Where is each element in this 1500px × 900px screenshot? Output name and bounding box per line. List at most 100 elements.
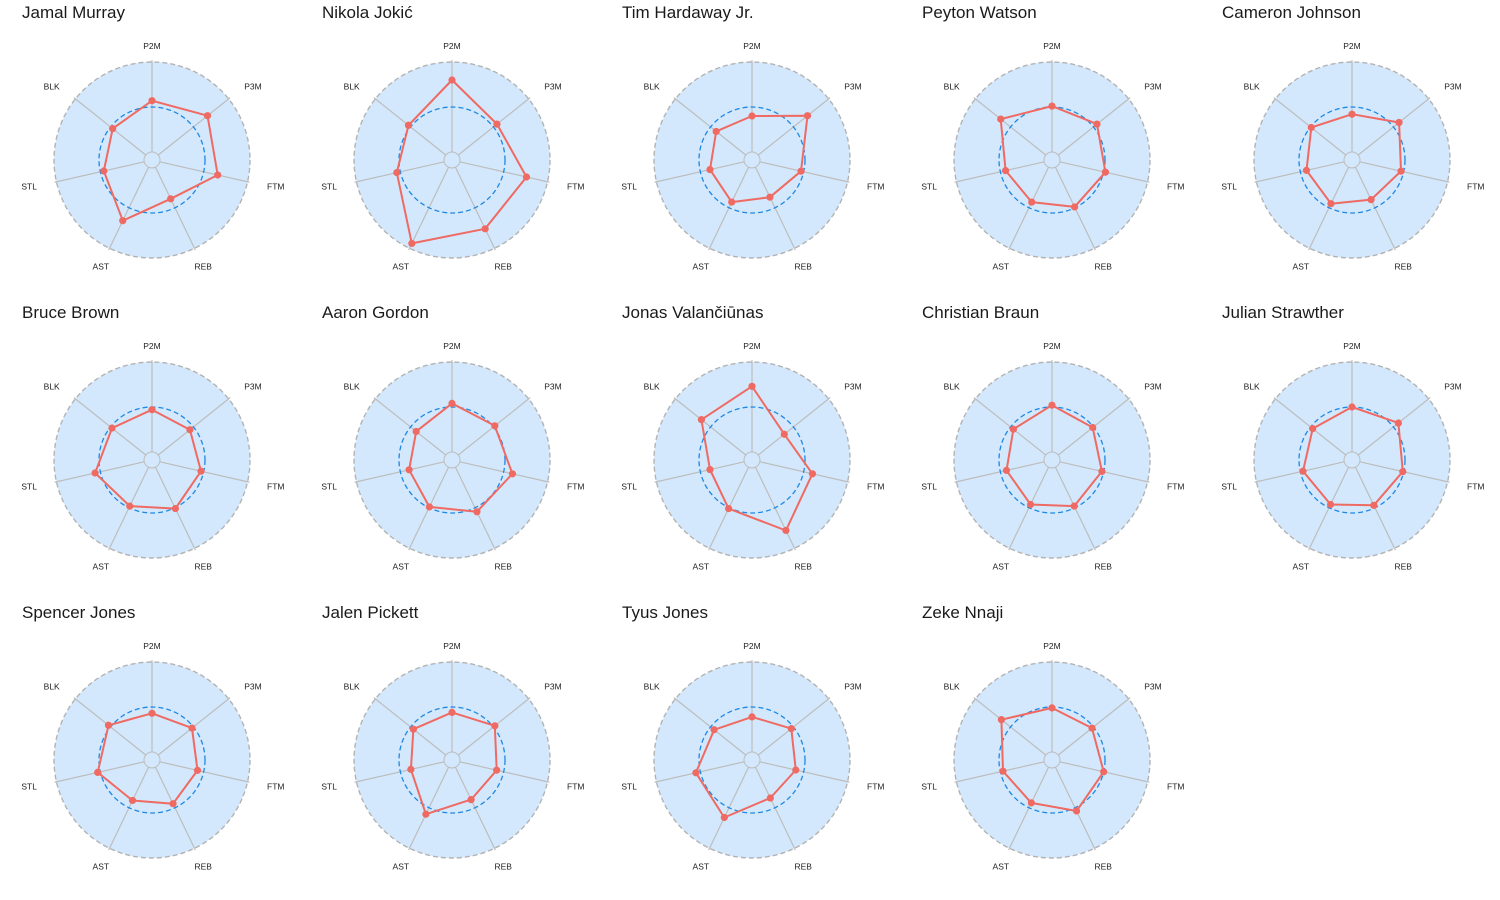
data-point-ast bbox=[1327, 200, 1335, 208]
axis-label-reb: REB bbox=[194, 261, 212, 271]
chart-title: Tyus Jones bbox=[622, 603, 708, 622]
radar-svg: P2M P3M FTM REB AST STL BLK bbox=[21, 341, 284, 571]
player-series-line bbox=[999, 105, 1107, 208]
data-point-blk bbox=[697, 416, 706, 424]
axis-spoke bbox=[757, 697, 831, 756]
axis-spoke bbox=[1357, 97, 1431, 156]
player-series-line bbox=[102, 99, 219, 222]
radar-svg: P2M P3M FTM REB AST STL BLK bbox=[21, 41, 284, 271]
average-ring bbox=[98, 706, 206, 814]
average-ring bbox=[698, 706, 806, 814]
axis-label-p3m: P3M bbox=[1144, 681, 1161, 691]
axis-label-blk: BLK bbox=[44, 681, 60, 691]
axis-label-ftm: FTM bbox=[267, 781, 284, 791]
axis-label-stl: STL bbox=[21, 781, 37, 791]
data-point-reb bbox=[481, 225, 489, 233]
axis-spoke bbox=[954, 761, 1045, 783]
data-point-ftm bbox=[1397, 167, 1405, 175]
axis-label-blk: BLK bbox=[944, 681, 960, 691]
axis-label-p3m: P3M bbox=[1444, 381, 1461, 391]
radar-panel: Bruce Brown P2M P3M FTM REB AST STL BLK bbox=[0, 300, 300, 600]
data-point-reb bbox=[167, 195, 175, 203]
average-ring bbox=[698, 406, 806, 514]
data-point-p2m bbox=[1048, 102, 1056, 110]
radar-center-hole bbox=[1043, 451, 1061, 469]
axis-label-stl: STL bbox=[321, 181, 337, 191]
axis-label-stl: STL bbox=[21, 181, 37, 191]
radar-center-hole bbox=[743, 751, 761, 769]
axis-label-p3m: P3M bbox=[244, 81, 261, 91]
axis-label-blk: BLK bbox=[44, 81, 60, 91]
data-point-blk bbox=[997, 115, 1005, 123]
radar-center-hole bbox=[143, 451, 161, 469]
data-point-stl bbox=[393, 168, 401, 177]
axis-label-p3m: P3M bbox=[1144, 81, 1161, 91]
axis-spoke bbox=[154, 766, 196, 851]
data-point-ast bbox=[425, 503, 433, 511]
axis-label-blk: BLK bbox=[944, 81, 960, 91]
data-point-ftm bbox=[1098, 467, 1106, 475]
axis-label-stl: STL bbox=[621, 781, 637, 791]
axis-spoke bbox=[459, 761, 550, 783]
axis-label-ast: AST bbox=[693, 861, 710, 871]
data-point-p3m bbox=[491, 722, 499, 730]
data-point-stl bbox=[407, 765, 415, 773]
axis-label-ftm: FTM bbox=[1467, 181, 1484, 191]
data-point-p2m bbox=[448, 76, 456, 84]
radar-svg: P2M P3M FTM REB AST STL BLK bbox=[21, 641, 284, 871]
axis-spoke bbox=[757, 397, 831, 456]
axis-label-blk: BLK bbox=[944, 381, 960, 391]
axis-label-ast: AST bbox=[93, 561, 110, 571]
axis-label-p2m: P2M bbox=[1343, 41, 1360, 51]
data-point-reb bbox=[169, 800, 177, 808]
data-point-p3m bbox=[1395, 118, 1403, 127]
radar-panel: Aaron Gordon P2M P3M FTM REB AST STL BLK bbox=[300, 300, 600, 600]
axis-spoke bbox=[159, 761, 250, 783]
data-point-reb bbox=[1367, 196, 1375, 204]
radar-svg: P2M P3M FTM REB AST STL BLK bbox=[921, 41, 1184, 271]
data-point-p2m bbox=[448, 399, 456, 407]
data-point-p2m bbox=[748, 713, 756, 721]
axis-label-reb: REB bbox=[794, 861, 812, 871]
player-series-line bbox=[1302, 406, 1404, 507]
axis-spoke bbox=[73, 97, 147, 156]
axis-label-p2m: P2M bbox=[443, 641, 460, 651]
radar-svg: P2M P3M FTM REB AST STL BLK bbox=[621, 41, 884, 271]
axis-label-blk: BLK bbox=[1244, 81, 1260, 91]
axis-label-ast: AST bbox=[993, 861, 1010, 871]
radar-center-hole bbox=[1343, 451, 1361, 469]
radar-svg: P2M P3M FTM REB AST STL BLK bbox=[321, 641, 584, 871]
axis-spoke bbox=[654, 461, 745, 483]
axis-spoke bbox=[1354, 466, 1396, 551]
data-point-blk bbox=[1309, 425, 1317, 433]
average-ring bbox=[398, 706, 506, 814]
axis-spoke bbox=[654, 161, 745, 183]
data-point-ast bbox=[720, 813, 728, 822]
axis-label-p3m: P3M bbox=[844, 81, 861, 91]
axis-label-reb: REB bbox=[794, 261, 812, 271]
axis-spoke bbox=[754, 766, 796, 851]
data-point-blk bbox=[108, 424, 116, 432]
axis-label-ast: AST bbox=[1293, 561, 1310, 571]
axis-spoke bbox=[159, 161, 250, 183]
player-series-line bbox=[94, 408, 202, 510]
axis-label-blk: BLK bbox=[344, 681, 360, 691]
axis-spoke bbox=[708, 766, 750, 851]
data-point-ftm bbox=[197, 467, 205, 475]
axis-label-ast: AST bbox=[393, 561, 410, 571]
radar-svg: P2M P3M FTM REB AST STL BLK bbox=[621, 341, 884, 571]
average-ring bbox=[98, 106, 206, 214]
axis-label-reb: REB bbox=[194, 561, 212, 571]
player-series-line bbox=[1000, 706, 1105, 812]
average-ring bbox=[398, 106, 506, 214]
axis-spoke bbox=[1359, 161, 1450, 183]
data-point-p2m bbox=[748, 112, 756, 120]
radar-panel: Spencer Jones P2M P3M FTM REB AST STL BLK bbox=[0, 600, 300, 900]
chart-title: Tim Hardaway Jr. bbox=[622, 3, 754, 22]
data-point-p2m bbox=[148, 709, 156, 717]
data-point-ftm bbox=[792, 766, 800, 774]
radar-center-hole bbox=[143, 151, 161, 169]
player-series-line bbox=[96, 712, 199, 805]
radar-panel: Jalen Pickett P2M P3M FTM REB AST STL BLK bbox=[300, 600, 600, 900]
radar-center-hole bbox=[1343, 151, 1361, 169]
